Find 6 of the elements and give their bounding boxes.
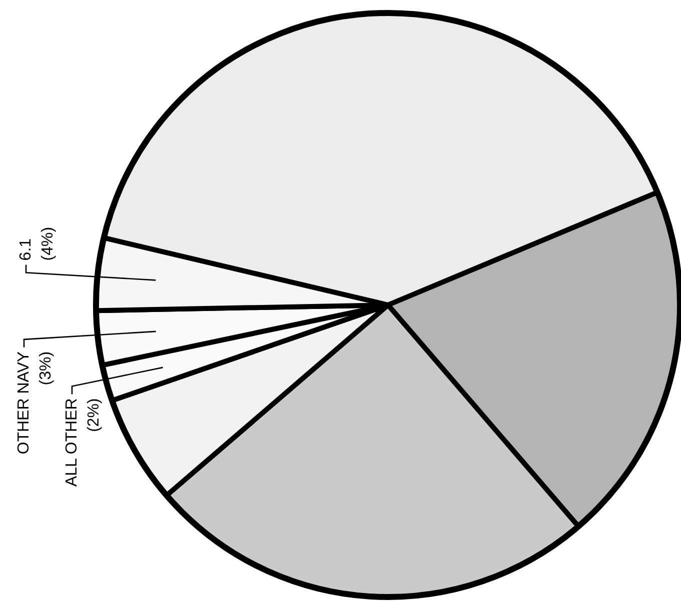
data-label: (3%) bbox=[38, 351, 54, 386]
data-label: (4%) bbox=[40, 226, 56, 261]
data-label: (2%) bbox=[86, 398, 102, 432]
slice-label: OTHER NAVY bbox=[16, 351, 32, 454]
slice-label: ALL OTHER bbox=[64, 398, 80, 487]
slice-label: 6.1 bbox=[18, 238, 34, 261]
